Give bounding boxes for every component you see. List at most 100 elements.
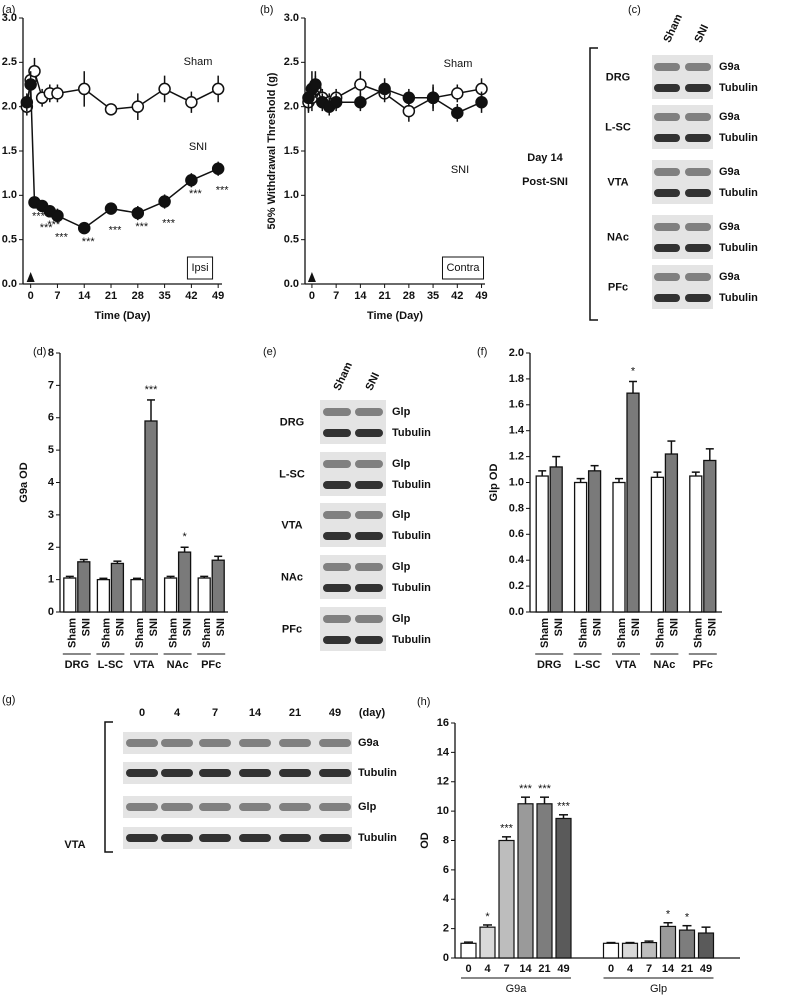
data-point bbox=[20, 95, 34, 109]
band-label: Glp bbox=[392, 458, 411, 470]
blot-band bbox=[279, 769, 311, 777]
y-tick-label: 2 bbox=[48, 541, 54, 553]
data-point bbox=[402, 91, 416, 105]
y-axis-label: Glp OD bbox=[488, 464, 500, 502]
significance: *** bbox=[55, 232, 69, 244]
bar-series-label: Sham bbox=[201, 618, 213, 648]
data-point bbox=[211, 82, 225, 96]
blot-band bbox=[685, 294, 711, 302]
bar bbox=[703, 459, 717, 613]
injury-arrow bbox=[307, 272, 316, 282]
x-tick-label: 49 bbox=[212, 290, 224, 302]
blot-band bbox=[685, 63, 711, 71]
data-point bbox=[185, 95, 198, 109]
blot-band bbox=[323, 481, 351, 489]
y-tick-label: 7 bbox=[48, 379, 54, 391]
blot-band bbox=[355, 636, 383, 644]
blot-band bbox=[126, 834, 158, 842]
column-header: 49 bbox=[329, 707, 341, 719]
x-tick-label: 0 bbox=[465, 963, 471, 975]
y-tick-label: 4 bbox=[48, 476, 55, 488]
significance: * bbox=[182, 531, 187, 543]
band-label: Tubulin bbox=[392, 582, 431, 594]
blot-band bbox=[685, 223, 711, 231]
blot-band bbox=[654, 223, 680, 231]
band-label: Tubulin bbox=[392, 530, 431, 542]
x-tick-label: 49 bbox=[700, 963, 712, 975]
data-point bbox=[158, 195, 171, 208]
column-header: 21 bbox=[289, 707, 301, 719]
significance: *** bbox=[40, 222, 54, 234]
panel-label: (f) bbox=[477, 346, 487, 358]
x-tick-label: 21 bbox=[538, 963, 550, 975]
category-label: NAc bbox=[167, 659, 189, 671]
blot-band bbox=[323, 532, 351, 540]
blot-band bbox=[239, 769, 271, 777]
blot-band bbox=[199, 834, 231, 842]
blot-band bbox=[355, 511, 383, 519]
y-tick-label: 1.6 bbox=[509, 399, 524, 411]
blot-band bbox=[355, 532, 383, 540]
significance: *** bbox=[162, 217, 176, 229]
category-label: VTA bbox=[133, 659, 154, 671]
bar bbox=[678, 929, 696, 959]
blot-band bbox=[279, 803, 311, 811]
blot-frame bbox=[320, 400, 386, 444]
blot-band bbox=[654, 273, 680, 281]
significance: * bbox=[631, 365, 636, 377]
y-tick-label: 0 bbox=[443, 952, 449, 964]
x-tick-label: 4 bbox=[627, 963, 634, 975]
x-tick-label: 49 bbox=[475, 290, 487, 302]
y-tick-label: 0 bbox=[48, 606, 54, 618]
bar bbox=[460, 942, 477, 959]
bar-series-label: Sham bbox=[693, 618, 705, 648]
x-tick-label: 35 bbox=[427, 290, 439, 302]
blot-band bbox=[199, 739, 231, 747]
blot-band bbox=[161, 834, 193, 842]
bar-series-label: Sham bbox=[134, 618, 146, 648]
x-tick-label: 35 bbox=[158, 290, 170, 302]
region-label: PFc bbox=[608, 281, 628, 293]
y-tick-label: 0.0 bbox=[284, 278, 299, 290]
data-point bbox=[131, 100, 145, 113]
blot-band bbox=[199, 803, 231, 811]
band-label: Tubulin bbox=[719, 82, 758, 94]
blot-band bbox=[654, 294, 680, 302]
category-label: VTA bbox=[615, 659, 636, 671]
column-header: Sham bbox=[331, 360, 355, 392]
data-point bbox=[51, 87, 64, 100]
y-tick-label: 0.0 bbox=[2, 278, 17, 290]
x-axis-label: Time (Day) bbox=[367, 310, 423, 322]
blot-band bbox=[323, 460, 351, 468]
data-point bbox=[426, 91, 440, 105]
x-axis-label: Time (Day) bbox=[94, 310, 150, 322]
bar bbox=[689, 475, 703, 613]
x-tick-label: 42 bbox=[451, 290, 463, 302]
blot-band bbox=[685, 168, 711, 176]
significance: *** bbox=[557, 801, 571, 813]
significance: *** bbox=[47, 219, 61, 231]
x-tick-label: 21 bbox=[378, 290, 390, 302]
bar-series-label: Sham bbox=[67, 618, 79, 648]
data-point bbox=[451, 87, 464, 100]
x-tick-label: 14 bbox=[354, 290, 367, 302]
significance: *** bbox=[145, 384, 159, 396]
y-tick-label: 1.2 bbox=[509, 451, 524, 463]
blot-band bbox=[654, 134, 680, 142]
bar bbox=[659, 925, 677, 959]
blot-band bbox=[685, 84, 711, 92]
data-point bbox=[354, 95, 367, 109]
column-header: 0 bbox=[139, 707, 145, 719]
panel-label: (b) bbox=[260, 4, 273, 16]
y-tick-label: 2.0 bbox=[509, 347, 524, 359]
side-label: Day 14 bbox=[527, 152, 563, 164]
y-tick-label: 1.8 bbox=[509, 373, 524, 385]
band-label: Glp bbox=[358, 801, 377, 813]
y-tick-label: 2.0 bbox=[2, 101, 17, 113]
category-label: L-SC bbox=[575, 659, 601, 671]
significance: *** bbox=[216, 185, 230, 197]
y-tick-label: 2.0 bbox=[284, 101, 299, 113]
significance: *** bbox=[189, 188, 203, 200]
x-tick-label: 14 bbox=[78, 290, 91, 302]
bar-series-label: Sham bbox=[168, 618, 180, 648]
